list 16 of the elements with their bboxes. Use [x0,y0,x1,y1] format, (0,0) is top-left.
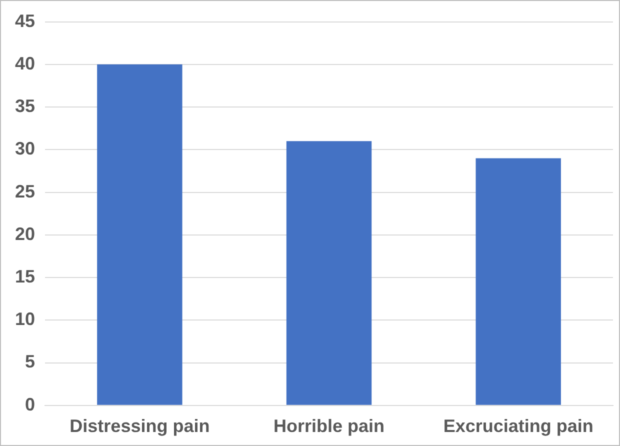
y-tick-label: 5 [25,352,36,372]
y-tick-label: 40 [14,53,36,74]
x-tick-label: Distressing pain [70,416,210,436]
y-tick-label: 25 [14,181,36,202]
y-tick-label: 20 [14,224,36,244]
bar [97,64,182,405]
y-tick-label: 10 [14,309,36,330]
bar [286,141,372,405]
y-tick-label: 0 [25,394,36,414]
y-tick-label: 30 [14,138,36,159]
x-tick-label: Horrible pain [274,416,385,436]
y-tick-label: 35 [14,96,36,116]
x-tick-label: Excruciating pain [443,416,594,436]
y-tick-label: 45 [14,10,36,31]
y-tick-label: 15 [14,266,36,286]
bar [476,158,561,405]
